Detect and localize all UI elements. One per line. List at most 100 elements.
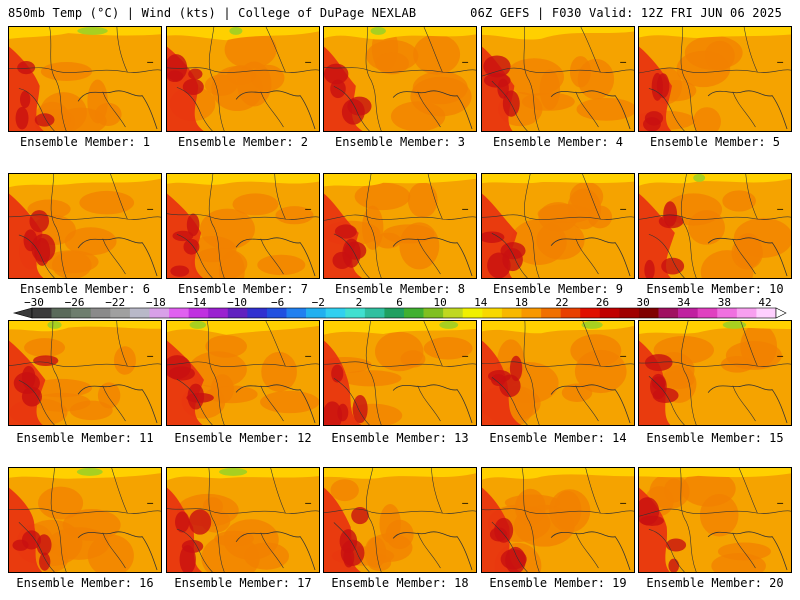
colorbar-segment — [697, 308, 718, 318]
temperature-field — [482, 174, 634, 278]
ensemble-panel — [638, 26, 792, 132]
colorbar-segment — [599, 308, 620, 318]
ensemble-member-label: Ensemble Member: 8 — [334, 282, 466, 296]
colorbar-tick-label: 14 — [474, 296, 488, 309]
ensemble-member-label: Ensemble Member: 2 — [177, 135, 309, 149]
colorbar-segment — [266, 308, 287, 318]
colorbar-segment — [227, 308, 248, 318]
ensemble-member-label: Ensemble Member: 10 — [646, 282, 784, 296]
ensemble-member-label: Ensemble Member: 7 — [177, 282, 309, 296]
ensemble-member-label: Ensemble Member: 3 — [334, 135, 466, 149]
colorbar-tick-label: −18 — [145, 296, 166, 309]
ensemble-member-label: Ensemble Member: 16 — [16, 576, 154, 590]
ensemble-member-label: Ensemble Member: 5 — [649, 135, 781, 149]
colorbar — [12, 307, 787, 319]
colorbar-tick-label: 42 — [758, 296, 772, 309]
colorbar-segment — [208, 308, 229, 318]
colorbar-tick-label: −22 — [105, 296, 126, 309]
ensemble-panel — [481, 26, 635, 132]
colorbar-segment — [51, 308, 72, 318]
ensemble-panel — [166, 320, 320, 426]
temperature-field — [639, 27, 791, 131]
header: 850mb Temp (°C) | Wind (kts) | College o… — [0, 0, 800, 24]
colorbar-segment — [501, 308, 522, 318]
ensemble-panel — [481, 320, 635, 426]
colorbar-tick-label: −2 — [311, 296, 325, 309]
colorbar-segment — [247, 308, 268, 318]
ensemble-panel — [8, 26, 162, 132]
temperature-field — [9, 174, 161, 278]
temperature-field — [9, 27, 161, 131]
colorbar-tick-label: 6 — [396, 296, 403, 309]
colorbar-segment — [541, 308, 561, 318]
colorbar-segment — [169, 308, 189, 318]
temperature-field — [324, 321, 476, 425]
colorbar-segment — [149, 308, 170, 318]
temperature-field — [167, 468, 319, 572]
ensemble-member-label: Ensemble Member: 17 — [174, 576, 312, 590]
ensemble-panel — [323, 173, 477, 279]
colorbar-segment — [462, 308, 483, 318]
colorbar-segment — [482, 308, 503, 318]
temperature-field — [9, 321, 161, 425]
ensemble-panel — [8, 320, 162, 426]
ensemble-panel — [323, 467, 477, 573]
temperature-field — [639, 174, 791, 278]
temperature-field — [167, 174, 319, 278]
colorbar-tick-label: −30 — [24, 296, 44, 309]
temperature-field — [167, 321, 319, 425]
colorbar-tick-label: −26 — [64, 296, 85, 309]
ensemble-panel — [8, 173, 162, 279]
valid-time: 06Z GEFS | F030 Valid: 12Z FRI JUN 06 20… — [470, 6, 782, 20]
ensemble-panel — [638, 173, 792, 279]
colorbar-segment — [32, 308, 52, 318]
temperature-field — [639, 321, 791, 425]
colorbar-segment — [756, 308, 777, 318]
colorbar-segment — [384, 308, 405, 318]
colorbar-segment — [71, 308, 92, 318]
ensemble-member-label: Ensemble Member: 18 — [331, 576, 469, 590]
colorbar-segment — [443, 308, 464, 318]
colorbar-segment — [129, 308, 150, 318]
temperature-field — [9, 468, 161, 572]
colorbar-tick-label: 10 — [433, 296, 447, 309]
ensemble-member-label: Ensemble Member: 15 — [646, 431, 784, 445]
ensemble-member-label: Ensemble Member: 9 — [492, 282, 624, 296]
ensemble-panel — [323, 320, 477, 426]
temperature-field — [639, 468, 791, 572]
colorbar-segment — [580, 308, 601, 318]
ensemble-member-label: Ensemble Member: 1 — [19, 135, 151, 149]
colorbar-segment — [560, 308, 581, 318]
colorbar-segment — [658, 308, 679, 318]
colorbar-segment — [717, 308, 738, 318]
ensemble-member-label: Ensemble Member: 4 — [492, 135, 624, 149]
colorbar-segment — [110, 308, 131, 318]
colorbar-left-arrow — [12, 307, 33, 319]
colorbar-tick-label: −14 — [186, 296, 207, 309]
map-title: 850mb Temp (°C) | Wind (kts) | College o… — [8, 6, 417, 20]
colorbar-segment — [286, 308, 307, 318]
ensemble-panel — [481, 467, 635, 573]
colorbar-right-arrow — [775, 307, 787, 319]
colorbar-tick-label: 26 — [595, 296, 610, 309]
ensemble-member-label: Ensemble Member: 11 — [16, 431, 154, 445]
ensemble-panel — [166, 467, 320, 573]
colorbar-segment — [521, 308, 542, 318]
colorbar-segment — [188, 308, 209, 318]
ensemble-member-label: Ensemble Member: 20 — [646, 576, 784, 590]
colorbar-tick-label: 34 — [677, 296, 691, 309]
ensemble-panel — [166, 173, 320, 279]
colorbar-segment — [619, 308, 640, 318]
temperature-field — [482, 321, 634, 425]
temperature-field — [482, 468, 634, 572]
ensemble-panel — [481, 173, 635, 279]
colorbar-segment — [325, 308, 346, 318]
temperature-field — [324, 27, 476, 131]
colorbar-tick-label: 18 — [514, 296, 528, 309]
colorbar-tick-label: 2 — [355, 296, 363, 309]
temperature-field — [482, 27, 634, 131]
colorbar-segment — [736, 308, 757, 318]
ensemble-panel — [638, 320, 792, 426]
colorbar-tick-label: 22 — [555, 296, 569, 309]
colorbar-segment — [306, 308, 326, 318]
